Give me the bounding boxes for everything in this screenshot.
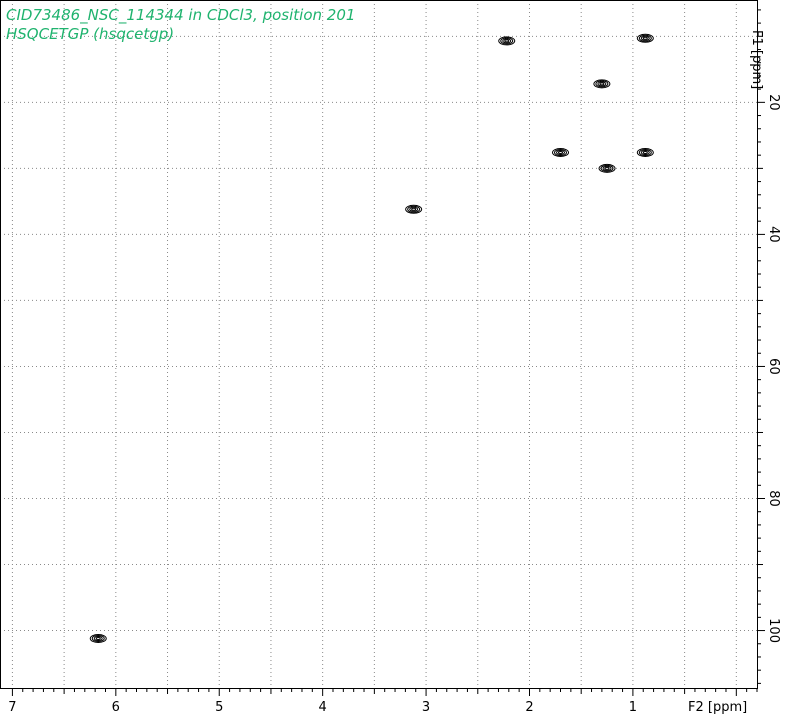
contour-ring [554, 149, 568, 157]
contour-ring [636, 148, 654, 158]
contour-ring [595, 80, 609, 88]
plot-frame [0, 0, 758, 689]
contour-ring [502, 38, 512, 44]
peak-contour [593, 79, 611, 89]
experiment-title: HSQCETGP (hsqcetgp) [6, 25, 175, 43]
contour-ring [500, 37, 514, 45]
y-tick-label: 20 [766, 94, 781, 111]
peak-contour [89, 633, 107, 643]
contour-ring [411, 207, 417, 211]
contour-ring [597, 81, 607, 87]
contour-ring [593, 79, 611, 89]
x-tick-label: 3 [422, 700, 430, 715]
contour-ring [640, 150, 650, 156]
x-tick-label: 5 [215, 700, 223, 715]
peak-contour [405, 204, 423, 214]
peak-contour [636, 148, 654, 158]
x-tick-label: 1 [629, 700, 637, 715]
contour-ring [638, 149, 652, 157]
contour-peaks [89, 33, 654, 643]
x-tick-label: 4 [319, 700, 327, 715]
contour-ring [602, 165, 612, 171]
contour-ring [598, 163, 616, 173]
x-tick-label: 6 [112, 700, 120, 715]
contour-ring [89, 633, 107, 643]
contour-ring [504, 39, 510, 43]
contour-ring [91, 634, 105, 642]
x-tick-label: 2 [525, 700, 533, 715]
contour-ring [552, 148, 570, 158]
y-tick-label: 40 [766, 226, 781, 243]
contour-ring [498, 36, 516, 46]
contour-ring [642, 151, 648, 155]
contour-ring [409, 206, 419, 212]
y-tick-label: 80 [766, 490, 781, 507]
contour-ring [638, 34, 652, 42]
contour-ring [93, 635, 103, 641]
x-tick-label: 7 [8, 700, 16, 715]
grid-lines [0, 0, 757, 688]
f2-axis-label: F2 [ppm] [688, 700, 748, 715]
y-tick-label: 60 [766, 358, 781, 375]
contour-ring [405, 204, 423, 214]
f2-axis-ticks: 7 6 5 4 3 2 1 [8, 688, 758, 715]
contour-ring [640, 35, 650, 41]
f1-axis-label: F1 [ppm] [749, 30, 764, 90]
contour-ring [642, 36, 648, 40]
peak-contour [636, 33, 654, 43]
contour-ring [558, 151, 564, 155]
peak-contour [552, 148, 570, 158]
spectrum-title: CID73486_NSC_114344 in CDCl3, position 2… [6, 6, 356, 24]
y-tick-label: 100 [766, 618, 781, 643]
peak-contour [598, 163, 616, 173]
contour-ring [556, 150, 566, 156]
contour-ring [636, 33, 654, 43]
f1-axis-ticks: 20 40 60 80 100 [757, 9, 781, 684]
contour-ring [407, 205, 421, 213]
contour-ring [600, 164, 614, 172]
contour-ring [95, 636, 101, 640]
contour-ring [599, 82, 605, 86]
contour-ring [604, 166, 610, 170]
peak-contour [498, 36, 516, 46]
